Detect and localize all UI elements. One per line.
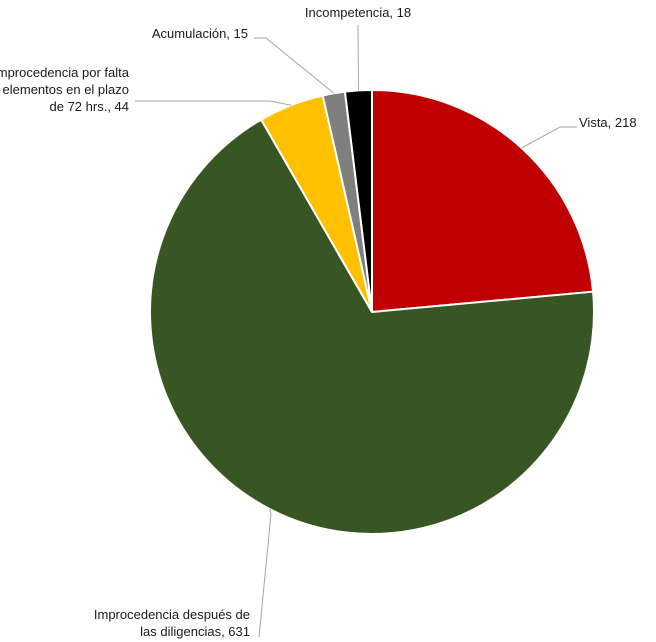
leader-line-acumulacion bbox=[254, 37, 335, 94]
pie-slice-vista bbox=[371, 88, 595, 314]
leader-line-improcedencia-despues-de-las-diligencias bbox=[258, 508, 272, 638]
data-label-acumulacion: Acumulación, 15 bbox=[152, 26, 248, 41]
data-label-improcedencia-despues-de-las-diligencias: Improcedencia después de las diligencias,… bbox=[94, 607, 250, 639]
pie-slice-improcedencia-despues-de-las-diligencias bbox=[149, 118, 595, 535]
data-label-improcedencia-por-falta-de-elementos-en-el-plazo-de-72-hrs: Improcedencia por faltade elementos en e… bbox=[0, 65, 130, 114]
pie-slice-incompetencia bbox=[343, 88, 373, 313]
data-label-vista: Vista, 218 bbox=[579, 115, 637, 130]
leader-line-improcedencia-por-falta-de-elementos-en-el-plazo-de-72-hrs bbox=[135, 100, 292, 106]
leader-line-incompetencia bbox=[357, 24, 359, 91]
data-label-incompetencia: Incompetencia, 18 bbox=[305, 5, 411, 20]
pie-slices bbox=[149, 88, 595, 535]
leader-lines bbox=[135, 24, 577, 638]
leader-line-vista bbox=[521, 126, 577, 149]
data-labels: Vista, 218 Improcedencia después de las di… bbox=[0, 5, 637, 639]
